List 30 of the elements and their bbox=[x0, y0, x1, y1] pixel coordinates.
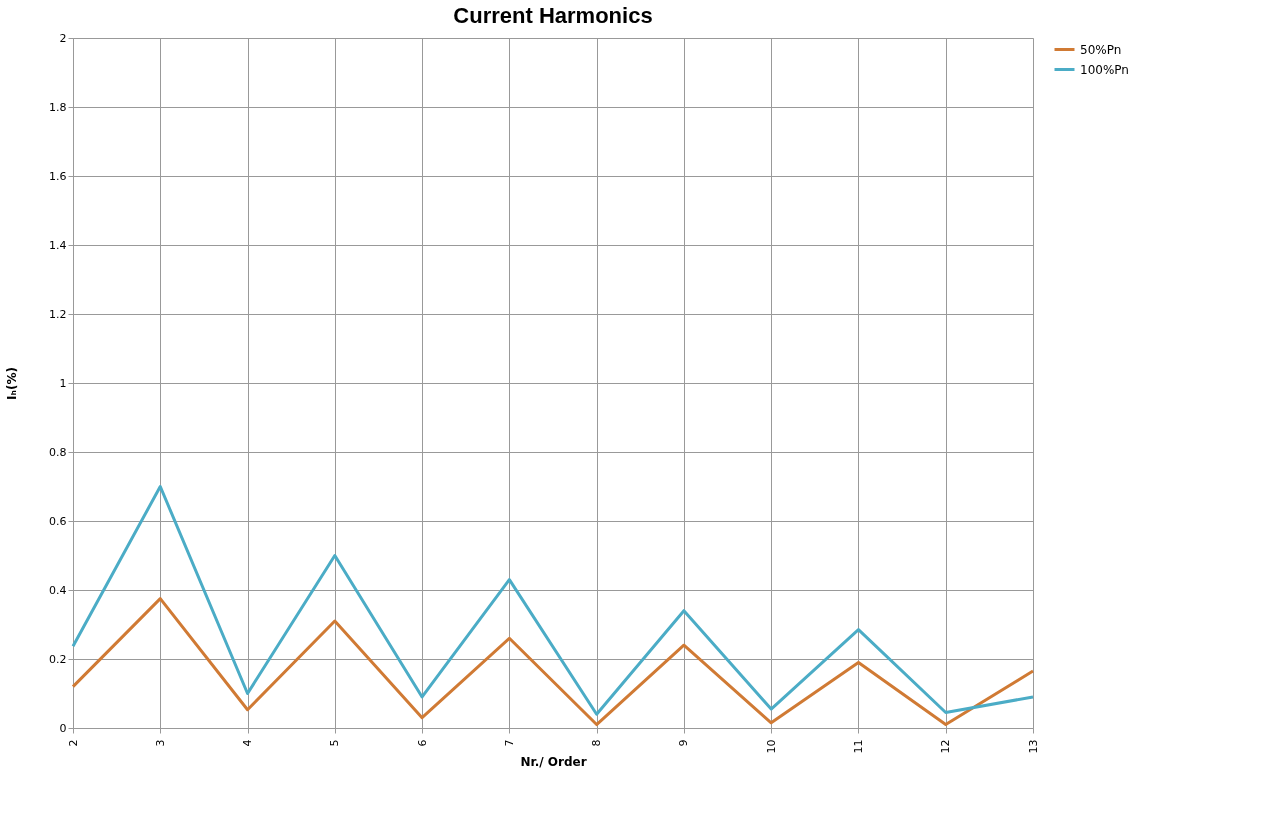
x-tick-label: 7 bbox=[502, 739, 516, 747]
y-tick-label: 2 bbox=[59, 31, 67, 45]
legend-label: 100%Pn bbox=[1080, 62, 1129, 77]
x-tick-label: 10 bbox=[764, 739, 778, 754]
x-tick-label: 12 bbox=[939, 739, 953, 754]
x-tick-label: 11 bbox=[851, 739, 865, 754]
x-tick-label: 8 bbox=[590, 739, 604, 747]
y-axis-title: Iₕ(%) bbox=[5, 367, 20, 400]
y-tick-label: 0.8 bbox=[49, 445, 67, 459]
x-tick-label: 6 bbox=[415, 739, 429, 747]
x-tick-label: 3 bbox=[153, 739, 167, 747]
y-tick-label: 0.4 bbox=[49, 583, 67, 597]
line-series bbox=[71, 597, 1035, 727]
y-tick-label: 1.2 bbox=[49, 307, 67, 321]
chart-title: Current Harmonics bbox=[453, 3, 653, 28]
y-tick-label: 0 bbox=[59, 721, 67, 735]
y-tick-label: 1 bbox=[59, 376, 67, 390]
y-tick-label: 1.4 bbox=[49, 238, 67, 252]
x-tick-label: 9 bbox=[677, 739, 691, 747]
x-axis-title: Nr./ Order bbox=[520, 755, 587, 770]
legend-label: 50%Pn bbox=[1080, 42, 1122, 57]
y-tick-label: 0.2 bbox=[49, 652, 67, 666]
x-tick-label: 5 bbox=[328, 739, 342, 747]
x-tick-label: 13 bbox=[1026, 739, 1040, 754]
x-tick-label: 4 bbox=[241, 739, 255, 747]
x-tick-label: 2 bbox=[66, 739, 80, 747]
y-tick-label: 1.8 bbox=[49, 100, 67, 114]
line-series bbox=[71, 485, 1035, 716]
y-tick-label: 0.6 bbox=[49, 514, 67, 528]
y-tick-label: 1.6 bbox=[49, 169, 67, 183]
